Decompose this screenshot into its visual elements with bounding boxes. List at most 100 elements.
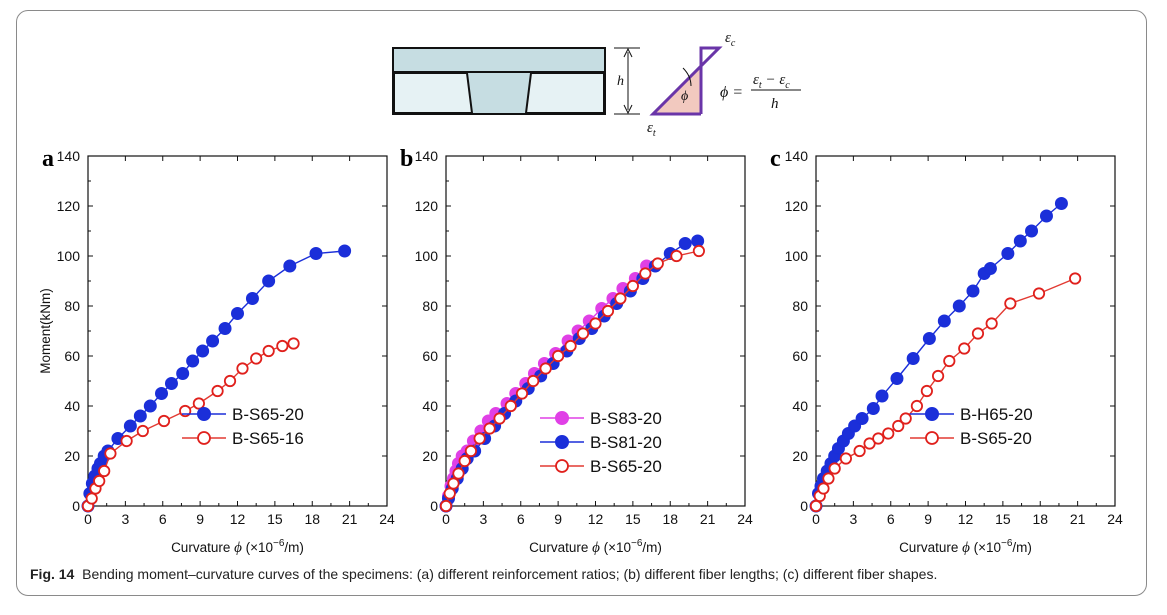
- figure-frame: [16, 10, 1147, 596]
- legend-label: B-H65-20: [960, 405, 1033, 424]
- data-point: [231, 307, 244, 320]
- legend-label: B-S65-20: [232, 405, 304, 424]
- data-point: [922, 332, 936, 345]
- legend-marker: [555, 435, 569, 449]
- data-point: [1032, 287, 1046, 300]
- plot-frame: [87, 155, 388, 507]
- data-point: [985, 317, 998, 330]
- data-point: [576, 327, 590, 340]
- data-point: [966, 284, 980, 298]
- x-tick-label: 3: [849, 511, 857, 527]
- y-tick-label: 120: [57, 198, 81, 214]
- y-tick-label: 0: [72, 498, 80, 514]
- y-tick-label: 0: [430, 498, 438, 514]
- panel-letter: b: [400, 146, 413, 172]
- data-point: [670, 249, 683, 263]
- data-point: [287, 337, 300, 350]
- data-point: [504, 399, 517, 413]
- phi-symbol: ϕ: [681, 89, 688, 104]
- data-point: [899, 412, 912, 425]
- x-tick-label: 12: [588, 511, 604, 527]
- x-tick-label: 9: [554, 511, 562, 527]
- y-tick-label: 20: [422, 448, 438, 464]
- x-tick-label: 12: [958, 511, 974, 527]
- legend-label: B-S65-20: [590, 457, 662, 476]
- data-point: [872, 432, 885, 445]
- x-tick-label: 9: [196, 511, 204, 527]
- data-point: [839, 452, 853, 465]
- x-axis-label: Curvature ϕ (×10−6/m): [529, 538, 662, 556]
- data-point: [236, 362, 249, 375]
- caption-text: Bending moment–curvature curves of the s…: [82, 566, 938, 582]
- cross-section-schematic: h ϕ εc εt ϕ = εt − εc h: [392, 30, 801, 138]
- y-axis-label: Moment(kNm): [38, 288, 53, 374]
- data-point: [958, 342, 971, 355]
- data-point: [1054, 197, 1068, 210]
- data-point: [882, 427, 895, 440]
- data-point: [692, 244, 706, 258]
- data-point: [1069, 272, 1082, 285]
- x-tick-label: 6: [159, 511, 167, 527]
- data-point: [473, 432, 486, 445]
- data-point: [85, 492, 98, 505]
- data-point: [447, 477, 460, 490]
- data-point: [338, 244, 352, 258]
- y-tick-label: 40: [422, 398, 438, 414]
- data-point: [483, 422, 496, 435]
- y-tick-label: 120: [785, 198, 809, 214]
- x-tick-label: 12: [230, 511, 246, 527]
- series-line: [87, 250, 345, 507]
- data-point: [875, 389, 889, 403]
- data-point: [906, 352, 920, 365]
- data-point: [515, 387, 529, 400]
- data-point: [120, 434, 133, 448]
- data-point: [601, 304, 615, 318]
- y-tick-label: 140: [785, 148, 809, 164]
- x-tick-label: 24: [1107, 511, 1123, 527]
- x-tick-label: 15: [267, 511, 283, 527]
- y-tick-label: 140: [57, 148, 81, 164]
- y-tick-label: 60: [422, 348, 438, 364]
- formula-denominator: h: [771, 96, 779, 112]
- data-point: [439, 499, 453, 513]
- data-point: [211, 384, 224, 398]
- data-point: [250, 352, 263, 365]
- y-tick-label: 100: [415, 248, 439, 264]
- data-point: [855, 412, 869, 425]
- x-tick-label: 21: [1070, 511, 1086, 527]
- x-axis-label: Curvature ϕ (×10−6/m): [899, 538, 1032, 556]
- data-point: [452, 467, 465, 480]
- data-point: [564, 339, 577, 353]
- legend-label: B-S83-20: [590, 409, 662, 428]
- rib-left: [393, 72, 474, 114]
- data-point: [133, 409, 147, 423]
- data-point: [157, 414, 171, 428]
- data-point: [817, 482, 830, 495]
- data-point: [136, 424, 149, 438]
- height-arrow-up-icon: [623, 47, 633, 58]
- panel-letter: a: [42, 146, 54, 172]
- x-tick-label: 15: [995, 511, 1011, 527]
- data-point: [223, 374, 237, 388]
- x-tick-label: 0: [84, 511, 92, 527]
- x-tick-label: 6: [887, 511, 895, 527]
- strain-profile: [649, 46, 723, 116]
- x-tick-label: 24: [379, 511, 395, 527]
- data-point: [937, 314, 951, 328]
- data-point: [809, 499, 823, 513]
- data-point: [104, 447, 117, 460]
- x-tick-label: 3: [121, 511, 129, 527]
- data-point: [283, 259, 297, 273]
- data-point: [186, 354, 200, 368]
- x-tick-label: 21: [342, 511, 358, 527]
- data-point: [539, 362, 552, 375]
- legend-marker: [925, 407, 939, 421]
- y-tick-label: 20: [792, 448, 808, 464]
- y-tick-label: 100: [57, 248, 81, 264]
- data-point: [626, 279, 639, 293]
- panel-letter: c: [770, 146, 781, 172]
- series-line: [87, 342, 294, 507]
- x-tick-label: 18: [1032, 511, 1048, 527]
- data-point: [192, 397, 205, 410]
